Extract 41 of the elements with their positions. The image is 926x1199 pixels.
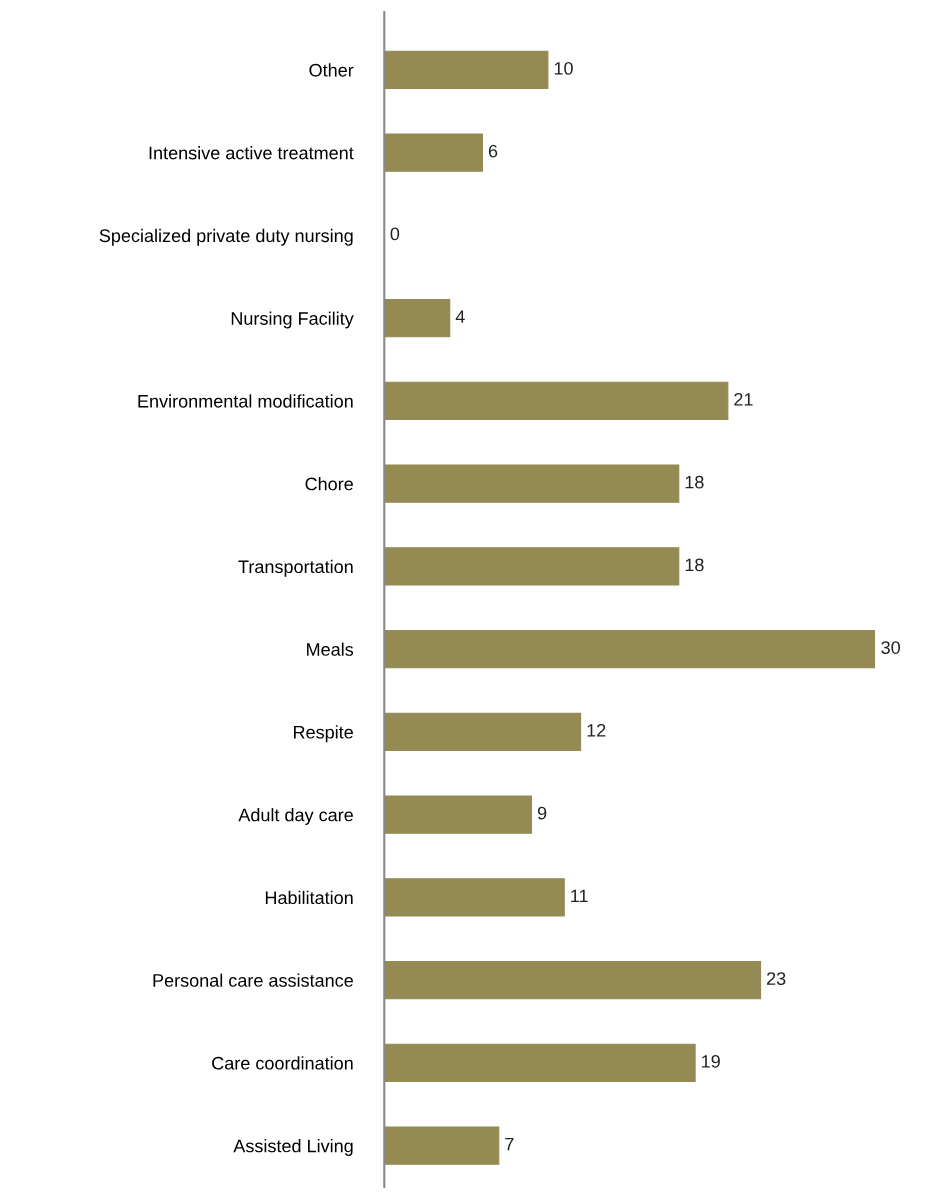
data-label: 18: [685, 475, 704, 489]
data-label: 0: [390, 227, 400, 241]
y-tick-label: Nursing Facility: [231, 311, 354, 329]
y-tick-label: Transportation: [238, 559, 353, 577]
bar: [384, 547, 680, 586]
data-label: 6: [488, 144, 498, 158]
bar: [384, 298, 451, 338]
data-label: 10: [554, 61, 573, 75]
y-tick-label: Respite: [294, 725, 353, 743]
bar: [384, 1126, 500, 1165]
y-tick-label: Habilitation: [265, 890, 353, 905]
bar: [384, 133, 484, 172]
y-tick-label: Assisted Living: [233, 1139, 353, 1156]
data-label: 9: [537, 806, 547, 820]
bar: [384, 960, 762, 1000]
data-label: 11: [571, 889, 588, 903]
bar: [384, 381, 729, 421]
data-label: 7: [505, 1137, 514, 1151]
data-label: 4: [455, 310, 465, 323]
bar: [384, 795, 533, 834]
data-label: 21: [734, 392, 753, 406]
y-tick-label: Personal care assistance: [153, 973, 353, 987]
y-tick-label: Specialized private duty nursing: [99, 228, 353, 246]
y-tick-label: Intensive active treatment: [149, 146, 354, 160]
y-tick-label: Environmental modification: [138, 394, 353, 408]
data-label: 23: [767, 972, 786, 985]
y-tick-label: Chore: [305, 477, 353, 491]
data-label: 19: [702, 1054, 720, 1068]
y-tick-label: Care coordination: [212, 1056, 353, 1070]
y-tick-label: Meals: [307, 642, 354, 656]
data-label: 12: [587, 723, 606, 737]
bar: [384, 50, 549, 90]
bar: [384, 464, 680, 503]
bar: [384, 878, 565, 917]
bar: [384, 629, 876, 669]
data-label: 30: [881, 641, 900, 654]
bar: [384, 1043, 696, 1083]
y-tick-label: Adult day care: [238, 808, 353, 825]
data-label: 18: [685, 558, 704, 572]
y-tick-label: Other: [309, 63, 354, 77]
bar: [384, 712, 582, 752]
